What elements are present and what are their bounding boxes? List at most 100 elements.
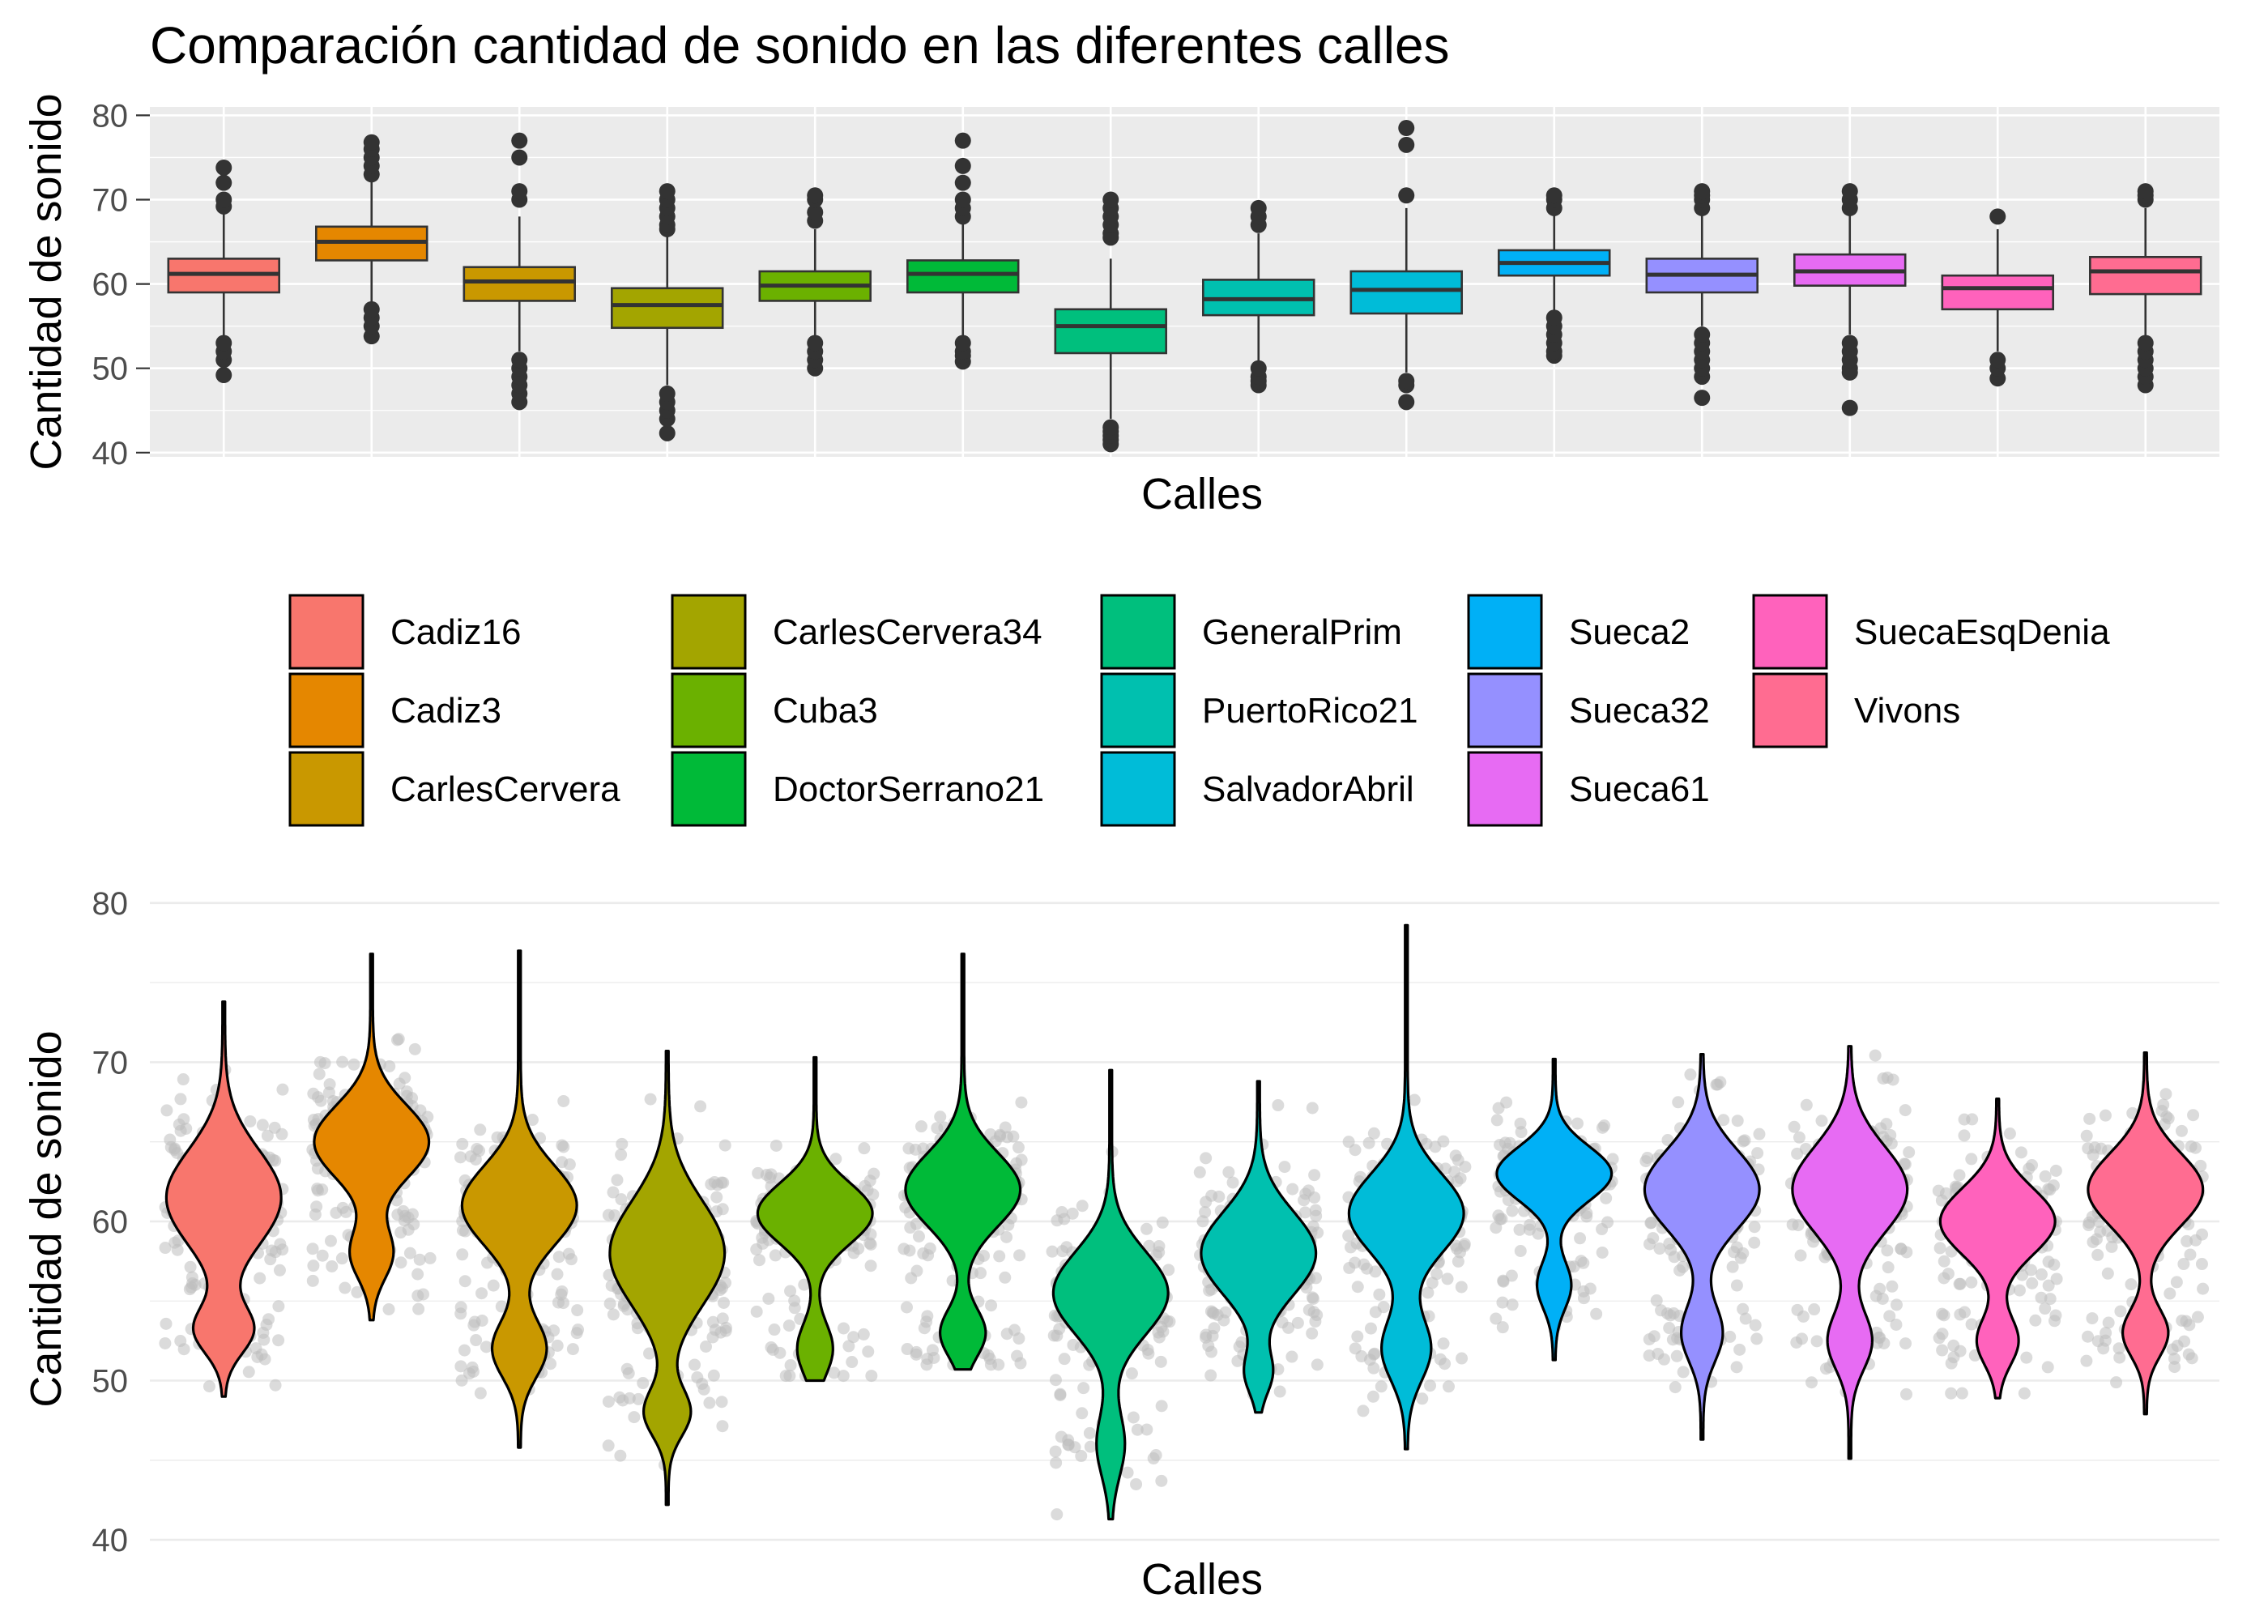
jitter-point bbox=[454, 1151, 467, 1164]
jitter-point bbox=[335, 1252, 348, 1265]
jitter-point bbox=[474, 1123, 487, 1136]
jitter-point bbox=[552, 1251, 565, 1264]
legend-label: Cadiz3 bbox=[390, 691, 501, 731]
jitter-point bbox=[1012, 1141, 1025, 1154]
jitter-point bbox=[2003, 1127, 2016, 1140]
jitter-point bbox=[456, 1137, 469, 1150]
legend-item-CarlesCervera: CarlesCervera bbox=[288, 751, 620, 827]
box-body bbox=[611, 287, 724, 330]
boxplot-panel: 40 50 60 70 80 Calles Cantidad de sonido bbox=[22, 93, 2219, 518]
jitter-point bbox=[1805, 1376, 1818, 1389]
violin-y-tick-label: 40 bbox=[92, 1523, 129, 1558]
jitter-point bbox=[700, 1341, 713, 1353]
box-outlier bbox=[1398, 120, 1415, 137]
box-outlier bbox=[1841, 335, 1858, 352]
jitter-point bbox=[1309, 1315, 1322, 1328]
jitter-point bbox=[644, 1093, 657, 1106]
jitter-point bbox=[617, 1298, 630, 1311]
jitter-point bbox=[1199, 1206, 1212, 1219]
jitter-point bbox=[1890, 1298, 1903, 1311]
jitter-point bbox=[1140, 1222, 1153, 1235]
jitter-point bbox=[706, 1315, 719, 1328]
jitter-point bbox=[1458, 1239, 1471, 1252]
jitter-point bbox=[487, 1279, 500, 1292]
jitter-point bbox=[1598, 1119, 1611, 1132]
jitter-point bbox=[1815, 1115, 1828, 1127]
jitter-point bbox=[837, 1370, 850, 1383]
violin-Cuba3 bbox=[756, 1055, 874, 1383]
box-CarlesCervera bbox=[463, 132, 576, 411]
jitter-point bbox=[1147, 1452, 1160, 1465]
jitter-point bbox=[912, 1230, 925, 1243]
jitter-point bbox=[1496, 1321, 1509, 1334]
box-outlier bbox=[1398, 187, 1415, 204]
jitter-point bbox=[1049, 1445, 1062, 1458]
jitter-point bbox=[2026, 1277, 2039, 1289]
jitter-point bbox=[459, 1225, 472, 1238]
jitter-point bbox=[934, 1110, 947, 1123]
jitter-point bbox=[766, 1343, 779, 1356]
jitter-point bbox=[1049, 1374, 1062, 1387]
jitter-point bbox=[2100, 1327, 2112, 1340]
jitter-point bbox=[691, 1371, 704, 1384]
jitter-point bbox=[899, 1201, 912, 1214]
jitter-point bbox=[411, 1268, 424, 1281]
jitter-point bbox=[1308, 1169, 1321, 1182]
jitter-point bbox=[1749, 1319, 1762, 1332]
violin-y-tick-label: 80 bbox=[92, 886, 129, 922]
boxplot-y-tick-label: 70 bbox=[92, 183, 129, 219]
legend-swatch bbox=[1100, 751, 1176, 827]
jitter-point bbox=[1155, 1400, 1168, 1413]
boxplot-y-tick-label: 50 bbox=[92, 352, 129, 387]
jitter-point bbox=[707, 1369, 720, 1382]
jitter-point bbox=[2157, 1098, 2170, 1111]
jitter-point bbox=[1600, 1191, 1613, 1204]
jitter-point bbox=[910, 1348, 923, 1361]
jitter-point bbox=[2159, 1088, 2172, 1101]
jitter-point bbox=[1731, 1115, 1744, 1127]
jitter-point bbox=[1932, 1184, 1945, 1197]
jitter-point bbox=[1291, 1316, 1304, 1329]
legend-label: PuertoRico21 bbox=[1202, 691, 1418, 731]
box-Sueca2 bbox=[1498, 187, 1611, 364]
legend-item-Sueca2: Sueca2 bbox=[1467, 594, 1690, 670]
jitter-point bbox=[1673, 1264, 1686, 1277]
jitter-point bbox=[1958, 1306, 1971, 1319]
jitter-point bbox=[260, 1319, 273, 1332]
violin-SuecaEsqDenia bbox=[1938, 1098, 2057, 1400]
jitter-point bbox=[1056, 1245, 1069, 1258]
jitter-point bbox=[172, 1234, 185, 1247]
violin-y-tick-label: 60 bbox=[92, 1204, 129, 1240]
jitter-point bbox=[1503, 1136, 1516, 1149]
jitter-point bbox=[1936, 1344, 1949, 1357]
jitter-point bbox=[2170, 1276, 2183, 1289]
jitter-point bbox=[1368, 1347, 1381, 1360]
jitter-point bbox=[326, 1260, 339, 1272]
legend-item-DoctorSerrano21: DoctorSerrano21 bbox=[671, 751, 1044, 827]
legend-swatch bbox=[671, 672, 747, 748]
jitter-point bbox=[2101, 1267, 2114, 1280]
jitter-point bbox=[1714, 1076, 1727, 1089]
jitter-point bbox=[1282, 1321, 1295, 1334]
jitter-point bbox=[1422, 1286, 1435, 1299]
box-Vivons bbox=[2089, 183, 2202, 394]
jitter-point bbox=[757, 1237, 770, 1250]
jitter-point bbox=[847, 1331, 860, 1344]
box-body bbox=[906, 259, 1020, 294]
jitter-point bbox=[1672, 1096, 1685, 1109]
jitter-point bbox=[1717, 1114, 1730, 1127]
jitter-point bbox=[1954, 1345, 1967, 1358]
jitter-point bbox=[1083, 1358, 1096, 1371]
jitter-point bbox=[2191, 1311, 2204, 1323]
jitter-point bbox=[798, 1278, 811, 1291]
jitter-point bbox=[2113, 1351, 2126, 1364]
jitter-point bbox=[313, 1068, 326, 1081]
jitter-point bbox=[272, 1334, 285, 1347]
jitter-point bbox=[2014, 1146, 2027, 1159]
violin-y-axis-title: Cantidad de sonido bbox=[22, 1030, 70, 1407]
jitter-point bbox=[608, 1208, 621, 1221]
jitter-point bbox=[900, 1301, 913, 1314]
jitter-point bbox=[1670, 1349, 1683, 1362]
jitter-point bbox=[475, 1287, 488, 1300]
jitter-point bbox=[750, 1305, 763, 1318]
